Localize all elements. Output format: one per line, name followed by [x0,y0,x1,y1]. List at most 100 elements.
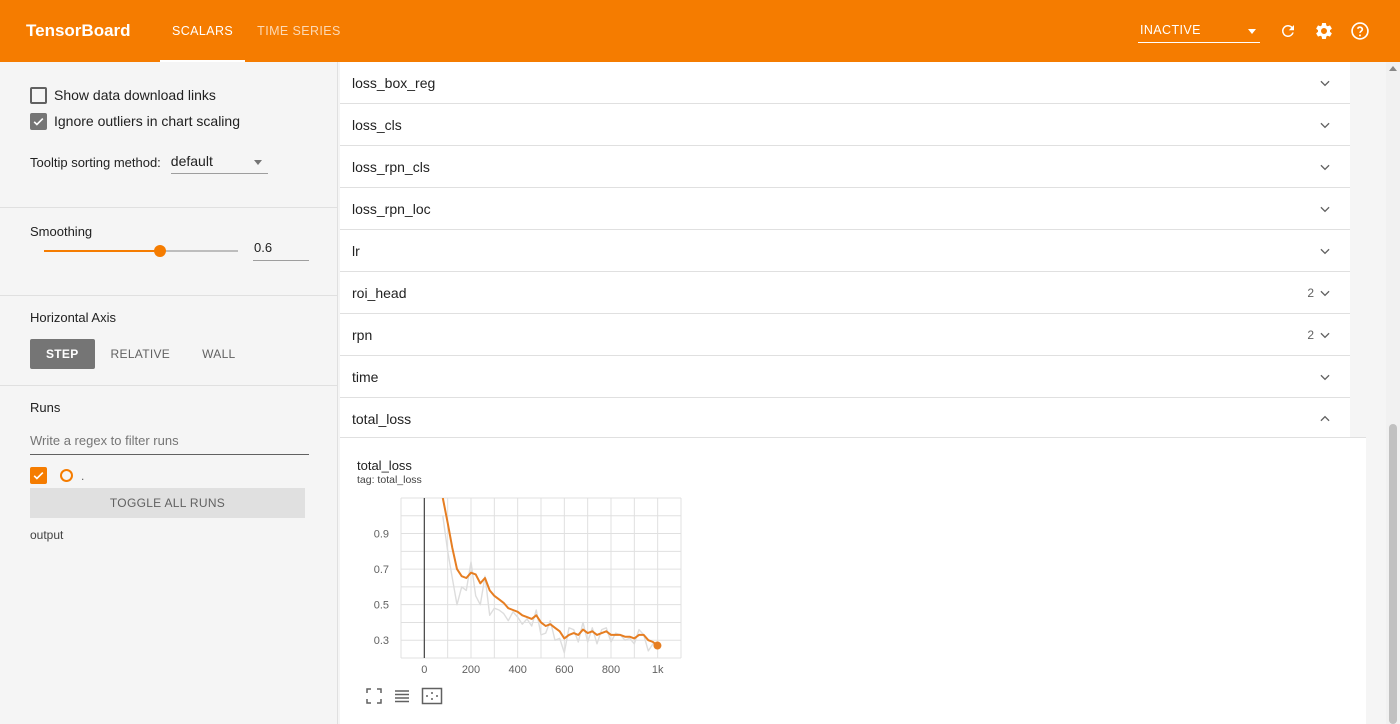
top-app-bar: TensorBoard SCALARS TIME SERIES INACTIVE [0,0,1400,62]
smoothing-value-input[interactable]: 0.6 [253,240,309,261]
category-pane-roi-head[interactable]: roi_head 2 [340,272,1350,314]
tooltip-sorting-value: default [170,153,213,169]
category-pane-loss-rpn-loc[interactable]: loss_rpn_loc [340,188,1350,230]
smoothing-slider-thumb[interactable] [154,245,167,257]
horizontal-axis-options: STEP RELATIVE WALL [30,339,307,369]
tooltip-sorting-row: Tooltip sorting method: default [30,150,307,174]
chevron-down-icon[interactable] [1318,370,1332,384]
category-pane-rpn[interactable]: rpn 2 [340,314,1350,356]
sort-caret-icon [253,160,262,165]
show-download-links-checkbox[interactable] [30,86,47,104]
inactive-plugins-dropdown[interactable]: INACTIVE [1138,19,1260,43]
toggle-all-runs-button[interactable]: TOGGLE ALL RUNS [30,488,305,518]
chevron-down-icon[interactable] [1318,202,1332,216]
category-pane-label: rpn [352,326,373,343]
axis-wall-button[interactable]: WALL [202,347,236,361]
run-color-swatch[interactable] [60,469,73,482]
category-pane-controls [1314,398,1332,440]
fit-domain-icon[interactable] [421,687,443,705]
checkmark-icon [33,471,44,480]
x-tick-label: 0 [421,664,427,676]
total-loss-chart[interactable]: 0 200 400 600 800 1k 0.3 0.5 0.7 0.9 [356,493,696,708]
smoothed-series-line [441,498,659,647]
category-pane-label: roi_head [352,284,407,301]
tab-time-series[interactable]: TIME SERIES [257,24,341,38]
category-pane-controls [1314,104,1332,146]
category-pane-label: loss_box_reg [352,74,436,91]
x-tick-label: 1k [652,664,664,676]
tooltip-sorting-label: Tooltip sorting method: [30,154,161,170]
x-tick-label: 800 [602,664,620,676]
ignore-outliers-checkbox[interactable] [30,112,47,130]
total-loss-chart-card: total_loss tag: total_loss 0 200 400 600 800… [340,437,1366,724]
smoothing-slider[interactable] [44,245,238,257]
chevron-down-icon[interactable] [1318,160,1332,174]
scrollbar-thumb[interactable] [1389,424,1397,724]
category-pane-label: loss_rpn_cls [352,158,430,175]
chevron-up-icon[interactable] [1318,412,1332,426]
sidebar: Show data download links Ignore outliers… [0,62,338,724]
category-pane-controls [1314,188,1332,230]
checkmark-icon [33,117,44,126]
scroll-up-icon[interactable] [1389,66,1397,71]
category-pane-total-loss[interactable]: total_loss [340,398,1350,440]
top-right-controls: INACTIVE [1138,0,1378,62]
show-download-links-row[interactable]: Show data download links [30,82,307,108]
category-pane-loss-cls[interactable]: loss_cls [340,104,1350,146]
category-pane-lr[interactable]: lr [340,230,1350,272]
category-pane-controls [1314,62,1332,104]
chevron-down-icon[interactable] [1318,244,1332,258]
fullscreen-icon[interactable] [365,687,383,705]
category-pane-loss-box-reg[interactable]: loss_box_reg [340,62,1350,104]
y-tick-label: 0.3 [374,635,389,647]
refresh-icon[interactable] [1270,13,1306,49]
horizontal-axis-section: Horizontal Axis STEP RELATIVE WALL [0,296,337,386]
smoothing-section: Smoothing [0,208,337,296]
runs-filter-input[interactable]: Write a regex to filter runs [30,429,309,455]
y-tick-label: 0.7 [374,564,389,576]
category-pane-controls: 2 [1307,272,1332,314]
run-checkbox[interactable] [30,467,47,484]
category-pane-controls [1314,356,1332,398]
main-content: loss_box_reg loss_cls loss_rpn_cls loss_rpn… [338,62,1400,724]
tab-scalars[interactable]: SCALARS [160,0,246,62]
help-icon[interactable] [1342,13,1378,49]
category-pane-time[interactable]: time [340,356,1350,398]
run-row-output[interactable]: . [30,467,307,484]
run-name: . [81,468,85,483]
app-title: TensorBoard [26,21,131,40]
category-pane-label: loss_cls [352,116,402,133]
ignore-outliers-row[interactable]: Ignore outliers in chart scaling [30,108,307,134]
chart-tag: tag: total_loss [357,474,422,486]
axis-step-button[interactable]: STEP [30,339,95,369]
tooltip-sorting-select[interactable]: default [170,150,268,174]
chevron-down-icon[interactable] [1318,328,1332,342]
category-pane-count: 2 [1307,286,1314,300]
category-pane-label: lr [352,242,360,259]
category-pane-label: time [352,368,379,385]
settings-icon[interactable] [1306,13,1342,49]
toggle-log-scale-icon[interactable] [393,687,411,705]
category-pane-controls [1314,146,1332,188]
main-scrollbar[interactable] [1386,62,1400,724]
chart-toolbar [365,687,443,705]
axis-relative-button[interactable]: RELATIVE [110,347,171,361]
category-pane-label: loss_rpn_loc [352,200,431,217]
chevron-down-icon[interactable] [1318,118,1332,132]
chevron-down-icon[interactable] [1318,76,1332,90]
runs-label: Runs [30,400,61,415]
ignore-outliers-label: Ignore outliers in chart scaling [54,113,240,129]
runs-section: Runs Write a regex to filter runs . TOGG… [0,386,337,542]
y-tick-label: 0.9 [374,529,389,541]
smoothing-slider-fill [44,250,161,252]
settings-section: Show data download links Ignore outliers… [0,62,337,208]
x-tick-label: 600 [555,664,573,676]
chevron-down-icon[interactable] [1318,286,1332,300]
last-point-marker [653,641,662,650]
show-download-links-label: Show data download links [54,87,216,103]
x-tick-label: 200 [462,664,480,676]
category-pane-loss-rpn-cls[interactable]: loss_rpn_cls [340,146,1350,188]
smoothing-label: Smoothing [30,224,93,239]
category-pane-label: total_loss [352,410,412,427]
horizontal-axis-label: Horizontal Axis [30,310,116,325]
